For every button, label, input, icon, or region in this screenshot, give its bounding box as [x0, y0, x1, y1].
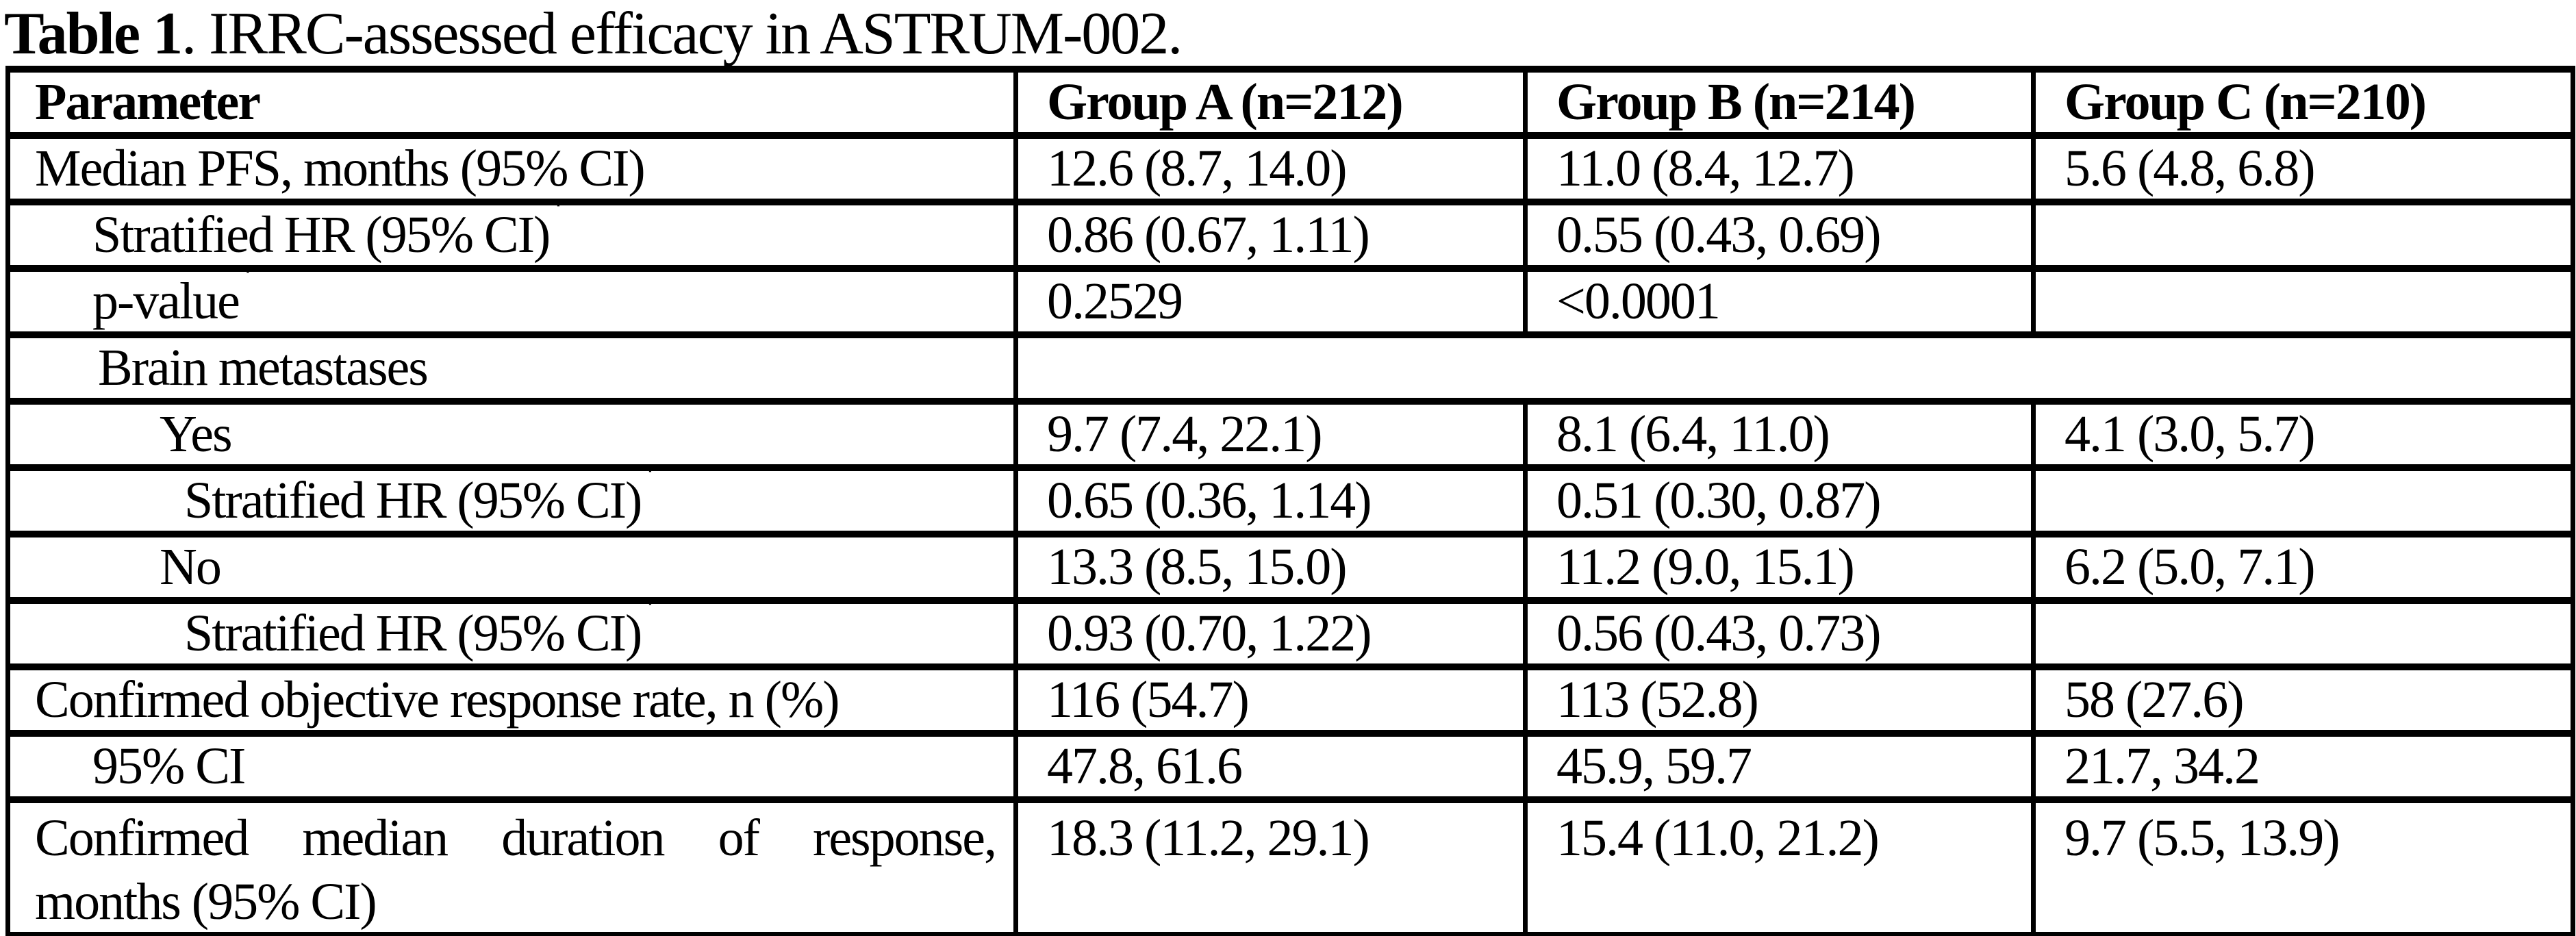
- table-cell: <0.0001: [1523, 265, 2036, 338]
- table-row-brain-met-no: No 13.3 (8.5, 15.0) 11.2 (9.0, 15.1) 6.2…: [5, 531, 2575, 604]
- table-cell: 47.8, 61.6: [1013, 730, 1528, 803]
- row-label: Median PFS, months (95% CI): [5, 132, 1018, 205]
- column-header-group-b: Group B (n=214): [1523, 66, 2036, 139]
- table-cell: 9.7 (5.5, 13.9): [2031, 796, 2575, 936]
- table-cell: 116 (54.7): [1013, 663, 1528, 737]
- table-cell: 0.51 (0.30, 0.87): [1523, 464, 2036, 537]
- table-row-stratified-hr: Stratified HR (95% CI)* 0.86 (0.67, 1.11…: [5, 199, 2575, 272]
- table-cell: 12.6 (8.7, 14.0): [1013, 132, 1528, 205]
- table-cell: 113 (52.8): [1523, 663, 2036, 737]
- row-label: p-value*: [5, 265, 1018, 338]
- table-cell: 15.4 (11.0, 21.2): [1523, 796, 2036, 936]
- row-label: Yes: [5, 398, 1018, 471]
- table-title-text: . IRRC-assessed efficacy in ASTRUM-002.: [181, 1, 1183, 67]
- asterisk-superscript: *: [642, 600, 658, 621]
- table-row-duration-of-response: Confirmed median duration of response, month…: [5, 796, 2575, 936]
- table-row-orr-ci: 95% CI 47.8, 61.6 45.9, 59.7 21.7, 34.2: [5, 730, 2575, 803]
- table-row-brain-metastases: Brain metastases: [5, 331, 2575, 405]
- table-cell: 0.93 (0.70, 1.22): [1013, 597, 1528, 670]
- table-cell: 0.86 (0.67, 1.11): [1013, 199, 1528, 272]
- table-cell: 0.65 (0.36, 1.14): [1013, 464, 1528, 537]
- table-cell-empty: [2031, 199, 2575, 272]
- table-row-stratified-hr-no: Stratified HR (95% CI)* 0.93 (0.70, 1.22…: [5, 597, 2575, 670]
- row-label: Brain metastases: [5, 331, 1018, 405]
- column-header-group-c: Group C (n=210): [2031, 66, 2575, 139]
- table-title: Table 1. IRRC-assessed efficacy in ASTRU…: [4, 0, 2576, 67]
- asterisk-superscript: *: [240, 268, 255, 289]
- table-cell: 18.3 (11.2, 29.1): [1013, 796, 1528, 936]
- asterisk-superscript: *: [642, 468, 658, 488]
- row-label: Stratified HR (95% CI)*: [5, 199, 1018, 272]
- row-label: Stratified HR (95% CI)*: [5, 597, 1018, 670]
- table-row-brain-met-yes: Yes 9.7 (7.4, 22.1) 8.1 (6.4, 11.0) 4.1 …: [5, 398, 2575, 471]
- table-cell: 5.6 (4.8, 6.8): [2031, 132, 2575, 205]
- table-row-stratified-hr-yes: Stratified HR (95% CI)* 0.65 (0.36, 1.14…: [5, 464, 2575, 537]
- table-cell: 13.3 (8.5, 15.0): [1013, 531, 1528, 604]
- table-cell: 0.56 (0.43, 0.73): [1523, 597, 2036, 670]
- table-cell: 21.7, 34.2: [2031, 730, 2575, 803]
- table-cell-empty: [2031, 597, 2575, 670]
- column-header-parameter: Parameter: [5, 66, 1018, 139]
- table-cell: 0.55 (0.43, 0.69): [1523, 199, 2036, 272]
- row-label: 95% CI: [5, 730, 1018, 803]
- column-header-group-a: Group A (n=212): [1013, 66, 1528, 139]
- table-cell-empty: [2031, 265, 2575, 338]
- table-cell: 58 (27.6): [2031, 663, 2575, 737]
- header-row: Parameter Group A (n=212) Group B (n=214…: [5, 66, 2575, 139]
- table-title-number: Table 1: [4, 1, 183, 67]
- table-cell: 11.2 (9.0, 15.1): [1523, 531, 2036, 604]
- table-cell: 45.9, 59.7: [1523, 730, 2036, 803]
- row-label: Confirmed objective response rate, n (%): [5, 663, 1018, 737]
- table-cell: 6.2 (5.0, 7.1): [2031, 531, 2575, 604]
- table-cell: 8.1 (6.4, 11.0): [1523, 398, 2036, 471]
- table-cell-empty: [2031, 464, 2575, 537]
- table-cell: 9.7 (7.4, 22.1): [1013, 398, 1528, 471]
- table-cell: 11.0 (8.4, 12.7): [1523, 132, 2036, 205]
- table-cell-merged-empty: [1013, 331, 2575, 405]
- table-cell: 4.1 (3.0, 5.7): [2031, 398, 2575, 471]
- asterisk-superscript: *: [551, 202, 566, 223]
- table-cell: 0.2529: [1013, 265, 1528, 338]
- table-row-orr: Confirmed objective response rate, n (%)…: [5, 663, 2575, 737]
- row-label: Confirmed median duration of response, month…: [5, 796, 1018, 936]
- efficacy-table: Parameter Group A (n=212) Group B (n=214…: [5, 66, 2575, 936]
- table-row-p-value: p-value* 0.2529 <0.0001: [5, 265, 2575, 338]
- row-label: No: [5, 531, 1018, 604]
- row-label-line1: Confirmed median duration of response,: [35, 809, 997, 867]
- row-label: Stratified HR (95% CI)*: [5, 464, 1018, 537]
- row-label-line2: months (95% CI): [35, 873, 377, 931]
- table-row-median-pfs: Median PFS, months (95% CI) 12.6 (8.7, 1…: [5, 132, 2575, 205]
